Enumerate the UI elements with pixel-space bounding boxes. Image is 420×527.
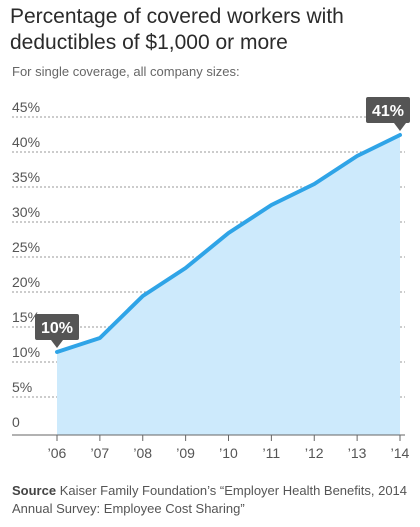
source-text: Kaiser Family Foundation’s “Employer Hea… (12, 483, 408, 516)
data-label: 10% (41, 320, 73, 337)
data-callout: 10% (35, 314, 79, 348)
y-tick-label: 5% (12, 379, 32, 395)
series-line (55, 133, 402, 354)
source-note: Source Kaiser Family Foundation’s “Emplo… (12, 482, 412, 518)
callout-pointer (394, 123, 406, 131)
chart-subtitle: For single coverage, all company sizes: (12, 64, 240, 79)
x-tick-label: ’07 (91, 445, 110, 461)
y-tick-label: 20% (12, 274, 40, 290)
y-tick-label: 10% (12, 344, 40, 360)
x-tick-label: ’11 (263, 445, 281, 461)
y-tick-label: 30% (12, 204, 40, 220)
data-label: 41% (372, 103, 404, 120)
x-tick-label: ’08 (133, 445, 152, 461)
x-tick-label: ’09 (176, 445, 195, 461)
x-tick-label: ’14 (391, 445, 410, 461)
x-tick-label: ’13 (348, 445, 367, 461)
y-tick-label: 45% (12, 99, 40, 115)
callout-box (366, 97, 410, 123)
x-tick-label: ’06 (48, 445, 67, 461)
x-tick-label: ’12 (305, 445, 324, 461)
y-tick-label: 40% (12, 134, 40, 150)
y-tick-label: 25% (12, 239, 40, 255)
chart-title: Percentage of covered workers with deduc… (10, 5, 344, 54)
y-tick-label: 35% (12, 169, 40, 185)
x-tick-label: ’10 (219, 445, 238, 461)
source-label: Source (12, 483, 57, 498)
y-tick-label: 0 (12, 414, 20, 430)
callout-box (35, 314, 79, 340)
data-callout: 41% (366, 97, 410, 131)
area-fill (57, 135, 400, 435)
y-tick-label: 15% (12, 309, 40, 325)
callout-pointer (51, 340, 63, 348)
area-chart: 05%10%15%20%25%30%35%40%45% ’06’07’08’09… (12, 97, 410, 461)
